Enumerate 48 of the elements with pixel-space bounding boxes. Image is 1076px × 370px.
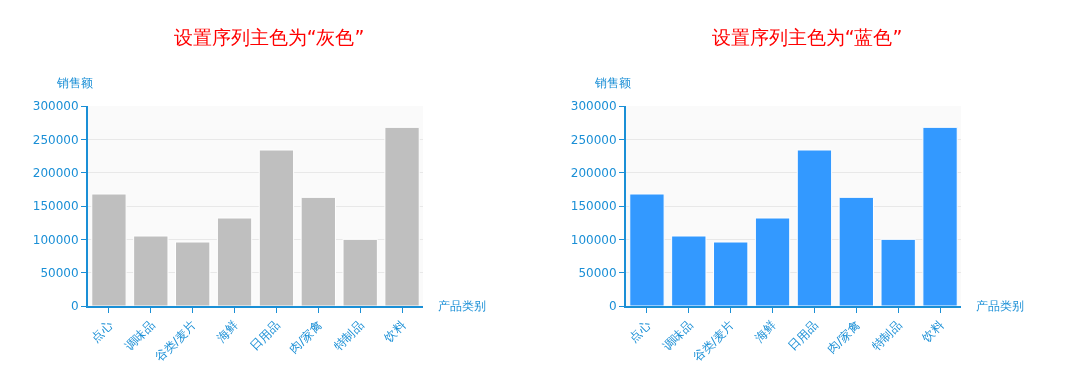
x-tick-label: 肉/家禽 xyxy=(286,317,325,357)
chart-title: 设置序列主色为“蓝色” xyxy=(711,25,903,48)
x-axis-title: 产品类别 xyxy=(976,299,1024,313)
bar xyxy=(880,238,916,306)
bar xyxy=(133,235,169,306)
y-tick-label: 250000 xyxy=(32,132,79,147)
y-tick-label: 100000 xyxy=(570,232,617,247)
bar xyxy=(216,217,253,306)
bar xyxy=(754,217,791,306)
x-tick-label: 饮料 xyxy=(918,317,947,346)
bar xyxy=(838,196,874,306)
bar xyxy=(91,193,127,306)
y-tick-label: 0 xyxy=(608,299,617,314)
y-tick-label: 50000 xyxy=(578,265,617,280)
bar xyxy=(384,126,420,306)
bar xyxy=(629,193,665,306)
bar xyxy=(342,238,378,306)
x-tick-label: 日用品 xyxy=(247,317,283,354)
chart-title: 设置序列主色为“灰色” xyxy=(173,25,365,48)
x-tick-label: 海鲜 xyxy=(752,317,779,345)
y-axis-title: 销售额 xyxy=(56,76,93,90)
bar xyxy=(258,149,295,306)
y-tick-label: 200000 xyxy=(32,165,79,180)
y-tick-label: 100000 xyxy=(32,232,79,247)
x-tick-label: 日用品 xyxy=(785,317,821,354)
x-tick-label: 饮料 xyxy=(380,317,409,346)
bar xyxy=(796,149,833,306)
x-tick-label: 肉/家禽 xyxy=(824,317,863,357)
y-tick-label: 150000 xyxy=(32,199,79,214)
y-axis-title: 销售额 xyxy=(594,76,631,90)
y-tick-label: 50000 xyxy=(40,265,79,280)
y-tick-label: 300000 xyxy=(570,99,617,114)
x-tick-label: 特制品 xyxy=(869,317,905,354)
bar xyxy=(713,241,749,306)
y-tick-label: 250000 xyxy=(570,132,617,147)
x-axis-title: 产品类别 xyxy=(438,299,486,313)
y-tick-label: 300000 xyxy=(32,99,79,114)
bar xyxy=(671,235,707,306)
bar xyxy=(175,241,211,306)
y-tick-label: 150000 xyxy=(570,199,617,214)
bar xyxy=(300,196,336,306)
y-tick-label: 200000 xyxy=(570,165,617,180)
x-tick-label: 海鲜 xyxy=(214,317,241,345)
bar xyxy=(922,126,958,306)
x-tick-label: 特制品 xyxy=(331,317,367,354)
x-tick-label: 点心 xyxy=(88,317,116,345)
x-tick-label: 点心 xyxy=(626,317,654,345)
y-tick-label: 0 xyxy=(70,299,79,314)
